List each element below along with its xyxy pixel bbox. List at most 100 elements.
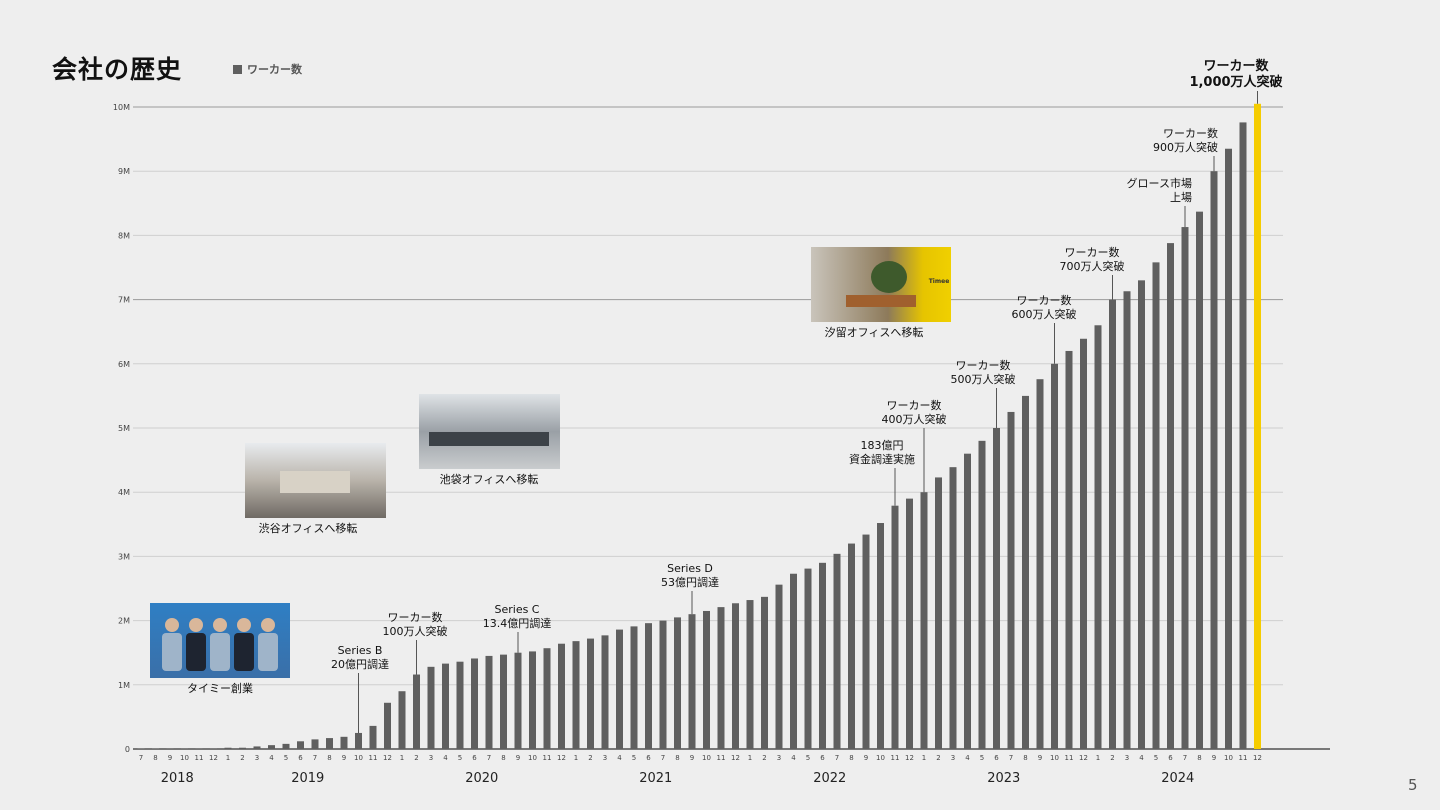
annotation-text: ワーカー数 [1065,246,1120,259]
month-label: 2 [588,754,592,762]
month-label: 6 [298,754,303,762]
bar [935,477,942,749]
bar [1109,299,1116,749]
year-label: 2023 [987,771,1020,786]
bar [442,663,449,749]
month-label: 9 [864,754,868,762]
annotation-text: 600万人突破 [1012,307,1077,321]
bar [268,745,275,749]
month-label: 12 [209,754,218,762]
month-label: 11 [1065,754,1074,762]
photo-event-label: タイミー創業 [187,681,253,695]
month-label: 11 [195,754,204,762]
bar [833,553,841,749]
month-label: 5 [1154,754,1158,762]
month-label: 11 [369,754,378,762]
annotation-text: 53億円調達 [661,575,719,589]
year-label: 2021 [639,771,672,786]
bar [471,658,478,749]
page-number: 5 [1408,776,1418,794]
bar [688,614,696,749]
month-label: 10 [180,754,189,762]
photo-event-label: 渋谷オフィスへ移転 [259,522,358,535]
annotation-text: ワーカー数 [887,399,942,412]
bar [1036,379,1044,749]
bar [848,543,855,749]
bar [253,746,261,749]
person-body [258,633,278,671]
annotation-text: 100万人突破 [383,624,448,638]
bar [964,453,971,749]
person-head [261,618,275,632]
month-label: 11 [891,754,900,762]
month-label: 1 [400,754,404,762]
bar [775,584,783,749]
bar [152,748,159,749]
month-label: 2 [240,754,244,762]
month-label: 8 [1023,754,1027,762]
month-label: 4 [1139,754,1144,762]
bar [1051,363,1058,749]
bar [746,600,754,749]
person-head [189,618,203,632]
year-label: 2018 [161,771,194,786]
ikebukuro-office-photo [419,394,560,469]
timee-sign: Timee [929,278,950,285]
bar [978,440,986,749]
bar [1181,227,1189,749]
y-tick-label: 5M [118,424,130,433]
desk-row [429,432,549,446]
month-label: 3 [777,754,781,762]
annotation-text: 700万人突破 [1060,259,1125,273]
annotation-text: 13.4億円調達 [483,616,552,630]
person-body [210,633,230,671]
month-label: 4 [443,754,448,762]
month-label: 11 [543,754,552,762]
month-label: 3 [603,754,607,762]
bar [311,739,319,749]
month-label: 10 [702,754,711,762]
month-label: 3 [951,754,955,762]
month-label: 2 [936,754,940,762]
bar [181,748,188,749]
annotation-text: ワーカー数 [388,611,443,624]
month-label: 1 [748,754,752,762]
month-label: 1 [574,754,578,762]
annotation-text: ワーカー数 [956,359,1011,372]
month-label: 1 [1096,754,1100,762]
person-head [237,618,251,632]
month-label: 9 [342,754,346,762]
month-label: 8 [153,754,157,762]
month-label: 3 [255,754,259,762]
annotation-text: グロース市場 [1127,176,1192,190]
bar [514,652,522,749]
month-label: 7 [835,754,839,762]
bar [210,748,217,749]
y-tick-label: 2M [118,617,130,626]
bar [239,747,246,749]
month-label: 7 [313,754,317,762]
bar [1080,338,1087,749]
month-label: 3 [1125,754,1129,762]
month-label: 6 [472,754,477,762]
page-title: 会社の歴史 [52,55,183,84]
month-label: 1 [922,754,926,762]
bar [906,498,913,749]
annotation-text: ワーカー数 [1163,127,1218,140]
bar [369,725,377,749]
month-label: 3 [429,754,433,762]
month-label: 10 [1050,754,1059,762]
annotation-text: ワーカー数 [1017,294,1072,307]
bar [645,623,652,749]
month-label: 10 [876,754,885,762]
bar [891,505,899,749]
bar [572,641,580,749]
bar [1196,211,1203,749]
month-label: 8 [849,754,853,762]
month-label: 2 [414,754,418,762]
annotation-text: 500万人突破 [951,372,1016,386]
bar [659,620,667,749]
bar [630,626,638,749]
bar [1138,280,1145,749]
